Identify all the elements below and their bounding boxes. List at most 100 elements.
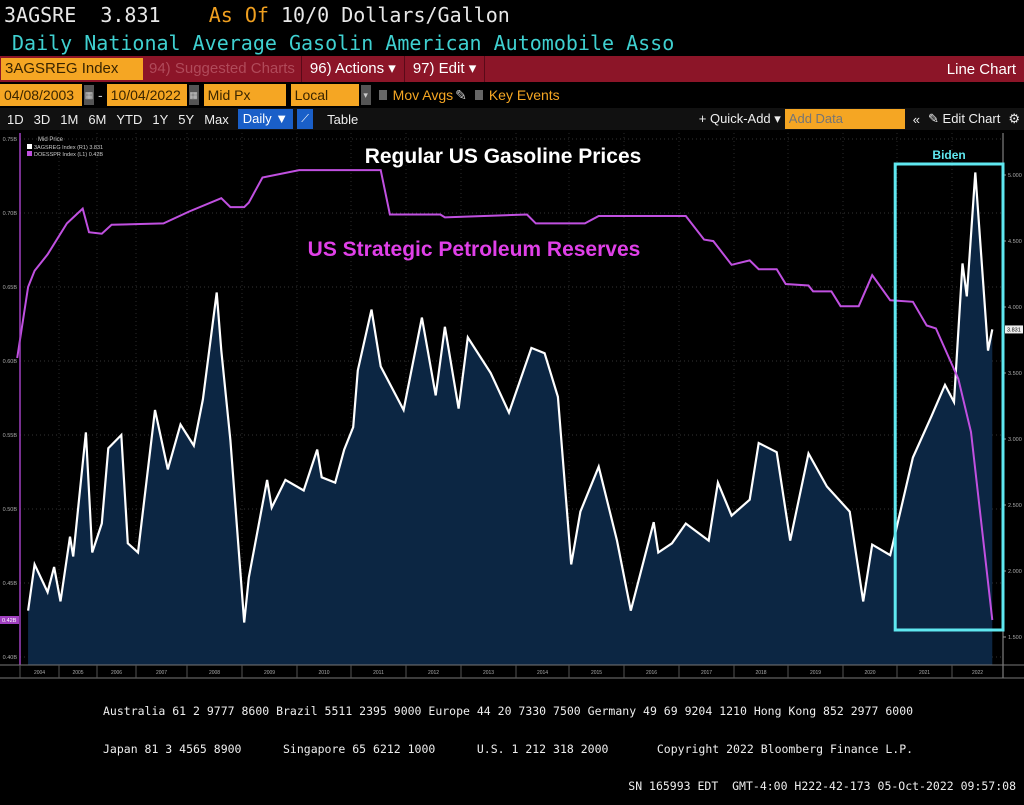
period-6m[interactable]: 6M [88, 111, 107, 127]
frequency-select[interactable]: Daily ▼ [237, 109, 294, 129]
edit-menu[interactable]: 97) Edit ▾ [405, 56, 486, 82]
chart: 0.75B 0.70B 0.65B 0.60B 0.55B 0.50B 0.45B 0.40B… [0, 133, 1024, 679]
right-tick-label: 1.500 [1008, 635, 1022, 641]
date-range-bar: 04/08/2003 ▦ - 10/04/2022 ▦ Mid Px Local… [0, 84, 1024, 125]
calendar-icon[interactable]: ▦ [188, 85, 199, 105]
footer-session: SN 165993 EDT GMT-4:00 H222-42-173 05-Oc… [628, 779, 1016, 793]
left-tick-label: 0.65B [3, 285, 18, 291]
biden-box [893, 162, 1005, 632]
period-bar: 1D 3D 1M 6M YTD 1Y 5Y Max Daily ▼ ⟋ Tabl… [0, 108, 1024, 130]
x-tick-label: 2008 [209, 670, 220, 676]
right-tick-label: 3.000 [1008, 437, 1022, 443]
chart-type-label: Line Chart [946, 60, 1016, 78]
x-tick-label: 2018 [755, 670, 766, 676]
right-last-value-badge [1005, 325, 1023, 334]
x-tick-label: 2004 [34, 670, 45, 676]
as-of-value: 10/0 [281, 3, 330, 27]
right-tick-label: 4.500 [1008, 239, 1022, 245]
x-tick-label: 2006 [111, 670, 122, 676]
period-3d[interactable]: 3D [33, 111, 51, 127]
left-tick-label: 0.50B [3, 507, 18, 513]
period-1m[interactable]: 1M [60, 111, 79, 127]
period-ytd[interactable]: YTD [116, 111, 143, 127]
start-date-input[interactable]: 04/08/2003 [0, 84, 82, 106]
left-tick-label: 0.55B [3, 433, 18, 439]
end-date-input[interactable]: 10/04/2022 [106, 84, 187, 106]
x-tick-label: 2019 [810, 670, 821, 676]
footer-contacts-2: Japan 81 3 4565 8900 Singapore 65 6212 1… [103, 741, 914, 756]
collapse-icon[interactable]: « [912, 111, 921, 127]
spr-annotation: US Strategic Petroleum Reserves [308, 238, 641, 261]
left-last-value-label: 0.42B [2, 618, 17, 624]
legend-header: Mid Price [38, 137, 64, 143]
period-1y[interactable]: 1Y [152, 111, 169, 127]
x-tick-label: 2022 [972, 670, 983, 676]
left-last-value-badge [0, 616, 19, 624]
period-5y[interactable]: 5Y [178, 111, 195, 127]
table-button[interactable]: Table [327, 111, 359, 127]
x-tick-label: 2014 [537, 670, 548, 676]
left-tick-label: 0.45B [3, 581, 18, 587]
quick-add-button[interactable]: + Quick-Add ▾ [698, 111, 781, 126]
right-tick-label: 4.000 [1008, 305, 1022, 311]
ticker: 3AGSRE [4, 3, 77, 27]
units: Dollars/Gallon [341, 3, 510, 27]
left-tick-label: 0.40B [3, 655, 18, 661]
period-1d[interactable]: 1D [7, 111, 24, 127]
legend-swatch-gasoline [27, 144, 32, 149]
x-tick-label: 2017 [701, 670, 712, 676]
chevron-down-icon[interactable]: ▾ [360, 85, 371, 105]
calendar-icon[interactable]: ▦ [84, 85, 94, 105]
key-events-label[interactable]: Key Events [488, 87, 560, 103]
footer: Australia 61 2 9777 8600 Brazil 5511 239… [0, 680, 1024, 805]
security-input[interactable]: 3AGSREG Index [1, 58, 143, 80]
mov-avgs-label[interactable]: Mov Avgs [392, 87, 454, 103]
as-of-label: As Of [208, 3, 269, 27]
x-tick-label: 2021 [919, 670, 930, 676]
left-tick-label: 0.75B [3, 137, 18, 143]
date-separator: - [98, 87, 103, 103]
x-tick-label: 2015 [591, 670, 602, 676]
gear-icon[interactable]: ⚙ [1008, 111, 1020, 126]
right-tick-label: 2.000 [1008, 569, 1022, 575]
currency-select[interactable]: Local CCY [290, 84, 359, 125]
x-tick-label: 2010 [318, 670, 329, 676]
legend-swatch-spr [27, 151, 32, 156]
suggested-charts-button[interactable]: 94) Suggested Charts [143, 56, 302, 82]
key-events-checkbox[interactable] [474, 90, 483, 100]
main-toolbar: 3AGSREG Index 94) Suggested Charts 96) A… [0, 56, 1024, 82]
line-chart-icon[interactable]: ⟋ [297, 109, 314, 129]
x-tick-label: 2005 [72, 670, 83, 676]
gasoline-area [28, 172, 993, 665]
price-field-select[interactable]: Mid Px [203, 84, 286, 106]
x-tick-label: 2011 [373, 670, 384, 676]
last-price: 3.831 [100, 3, 161, 27]
gasoline-annotation: Regular US Gasoline Prices [365, 145, 642, 168]
left-tick-label: 0.70B [3, 211, 18, 217]
gridlines [20, 133, 1003, 665]
x-tick-label: 2016 [646, 670, 657, 676]
biden-label: Biden [932, 148, 965, 162]
pencil-icon[interactable]: ✎ [455, 86, 467, 103]
left-tick-label: 0.60B [3, 359, 18, 365]
security-description: Daily National Average Gasolin American … [12, 31, 675, 55]
right-tick-label: 5.000 [1008, 173, 1022, 179]
right-last-value-label: 3.831 [1007, 327, 1021, 333]
add-data-input[interactable] [784, 109, 905, 129]
security-header: 3AGSRE 3.831 As Of 10/0 Dollars/Gallon [4, 3, 510, 27]
edit-chart-button[interactable]: ✎ Edit Chart [928, 111, 1001, 126]
right-tick-label: 2.500 [1008, 503, 1022, 509]
legend-label-spr: DOESSPR Index (L1) 0.42B [34, 152, 103, 158]
actions-menu[interactable]: 96) Actions ▾ [302, 56, 405, 82]
x-tick-label: 2020 [864, 670, 875, 676]
x-tick-label: 2013 [483, 670, 494, 676]
right-tick-label: 3.500 [1008, 371, 1022, 377]
gasoline-line [27, 172, 994, 623]
mov-avgs-checkbox[interactable] [378, 90, 387, 100]
footer-contacts-1: Australia 61 2 9777 8600 Brazil 5511 239… [103, 704, 914, 718]
x-tick-label: 2007 [156, 670, 167, 676]
x-tick-label: 2009 [264, 670, 275, 676]
period-max[interactable]: Max [204, 111, 229, 127]
legend: Mid Price 3AGSREG Index (R1) 3.831 DOESS… [27, 137, 103, 158]
spr-line [16, 169, 994, 621]
